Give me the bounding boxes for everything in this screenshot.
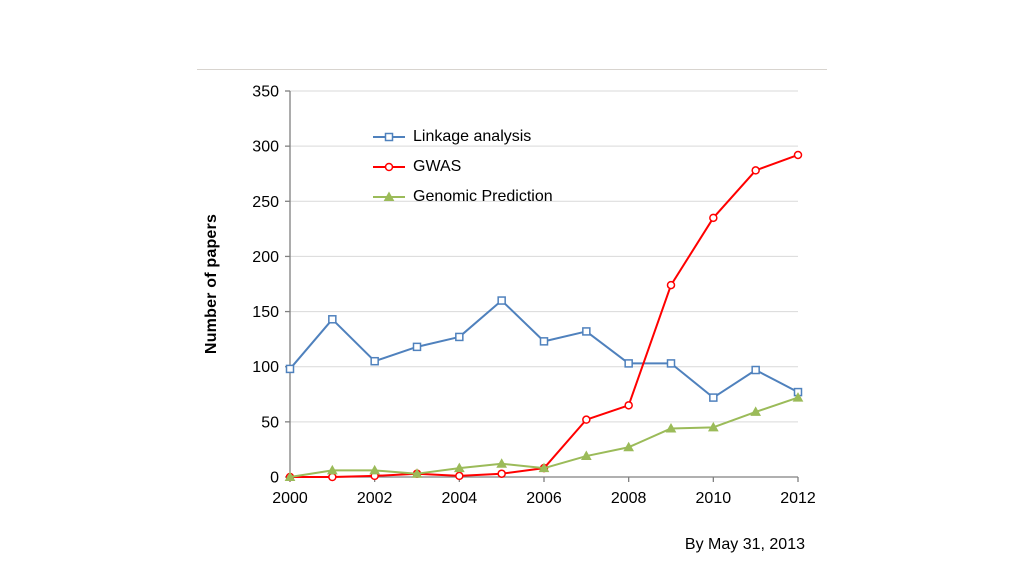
- y-tick-label: 150: [252, 304, 279, 321]
- legend-item-gwas: GWAS: [372, 152, 553, 182]
- x-tick-label: 2002: [357, 490, 393, 507]
- legend-item-genomic-prediction: Genomic Prediction: [372, 182, 553, 212]
- y-tick-label: 200: [252, 249, 279, 266]
- y-tick-label: 100: [252, 359, 279, 376]
- x-tick-label: 2008: [611, 490, 647, 507]
- x-tick-label: 2012: [780, 490, 816, 507]
- legend-label-genomic-prediction: Genomic Prediction: [413, 188, 553, 205]
- x-tick-label: 2010: [696, 490, 732, 507]
- gwas-legend-marker-icon: [373, 162, 405, 172]
- chart-caption-date: By May 31, 2013: [684, 536, 805, 553]
- x-tick-label: 2000: [272, 490, 308, 507]
- legend-item-linkage-analysis: Linkage analysis: [372, 122, 553, 152]
- series-linkage-analysis: [285, 296, 803, 402]
- y-tick-label: 300: [252, 139, 279, 156]
- linkage-analysis-legend-marker-icon: [373, 132, 405, 142]
- y-tick-label: 50: [261, 414, 279, 431]
- series-genomic-prediction: [284, 392, 804, 481]
- top-divider-line: [197, 69, 827, 70]
- chart-legend: Linkage analysis GWAS Genomic Prediction: [372, 122, 553, 212]
- legend-label-gwas: GWAS: [413, 158, 462, 175]
- y-tick-label: 0: [270, 470, 279, 487]
- genomic-prediction-legend-marker-icon: [373, 191, 405, 201]
- x-tick-label: 2004: [442, 490, 478, 507]
- y-tick-label: 250: [252, 194, 279, 211]
- x-tick-label: 2006: [526, 490, 562, 507]
- legend-label-linkage-analysis: Linkage analysis: [413, 128, 532, 145]
- y-tick-label: 350: [252, 84, 279, 101]
